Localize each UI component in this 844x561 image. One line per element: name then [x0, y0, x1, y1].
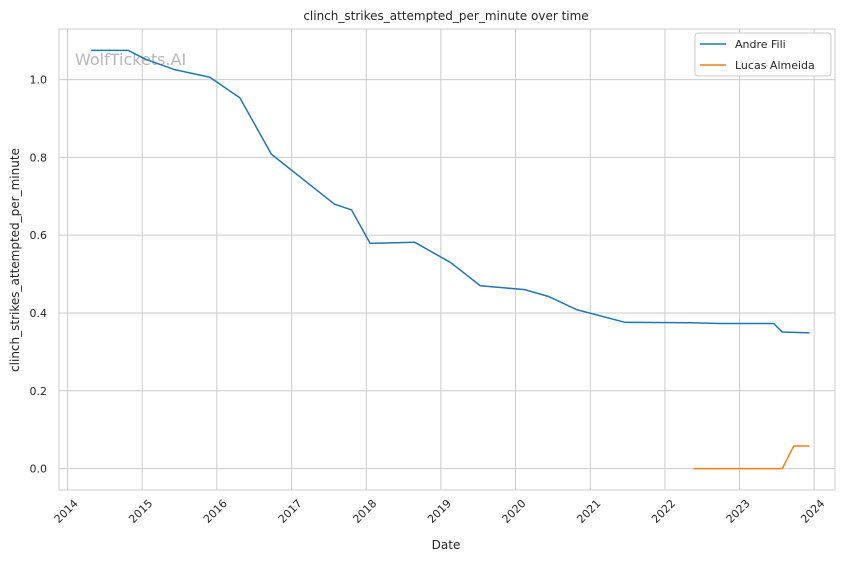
- legend-label-andre-fili: Andre Fili: [735, 38, 786, 51]
- x-tick-label: 2021: [574, 497, 603, 526]
- x-tick-label: 2018: [350, 497, 379, 526]
- y-tick-label: 0.4: [30, 307, 48, 320]
- y-axis-ticks: 0.0 0.2 0.4 0.6 0.8 1.0: [30, 74, 48, 476]
- chart-title: clinch_strikes_attempted_per_minute over…: [303, 9, 588, 23]
- x-tick-label: 2019: [425, 497, 454, 526]
- y-tick-label: 0.8: [30, 151, 48, 164]
- y-tick-label: 1.0: [30, 74, 48, 87]
- plot-frame: [58, 28, 836, 491]
- legend-box: [694, 32, 832, 77]
- series-line-lucas-almeida: [693, 445, 810, 470]
- gridlines: [59, 29, 835, 490]
- legend: Andre Fili Lucas Almeida: [694, 32, 832, 77]
- x-tick-label: 2020: [500, 497, 529, 526]
- x-tick-label: 2024: [798, 497, 827, 526]
- series-layer: [91, 49, 810, 470]
- watermark-text: WolfTickets.AI: [75, 50, 186, 69]
- y-tick-label: 0.0: [30, 463, 48, 476]
- x-tick-label: 2016: [201, 497, 230, 526]
- y-axis-label: clinch_strikes_attempted_per_minute: [8, 148, 22, 372]
- x-tick-label: 2017: [276, 497, 305, 526]
- x-axis-label: Date: [432, 538, 461, 552]
- legend-label-lucas-almeida: Lucas Almeida: [735, 59, 815, 72]
- y-tick-label: 0.6: [30, 229, 48, 242]
- series-line-andre-fili: [91, 49, 810, 334]
- plot-area: WolfTickets.AI: [58, 28, 836, 491]
- y-tick-label: 0.2: [30, 385, 48, 398]
- x-axis-ticks: 2014 2015 2016 2017 2018 2019 2020 2021 2022 2023…: [52, 497, 828, 526]
- x-tick-label: 2014: [52, 497, 81, 526]
- x-tick-label: 2022: [649, 497, 678, 526]
- x-tick-label: 2023: [724, 497, 753, 526]
- x-tick-label: 2015: [126, 497, 155, 526]
